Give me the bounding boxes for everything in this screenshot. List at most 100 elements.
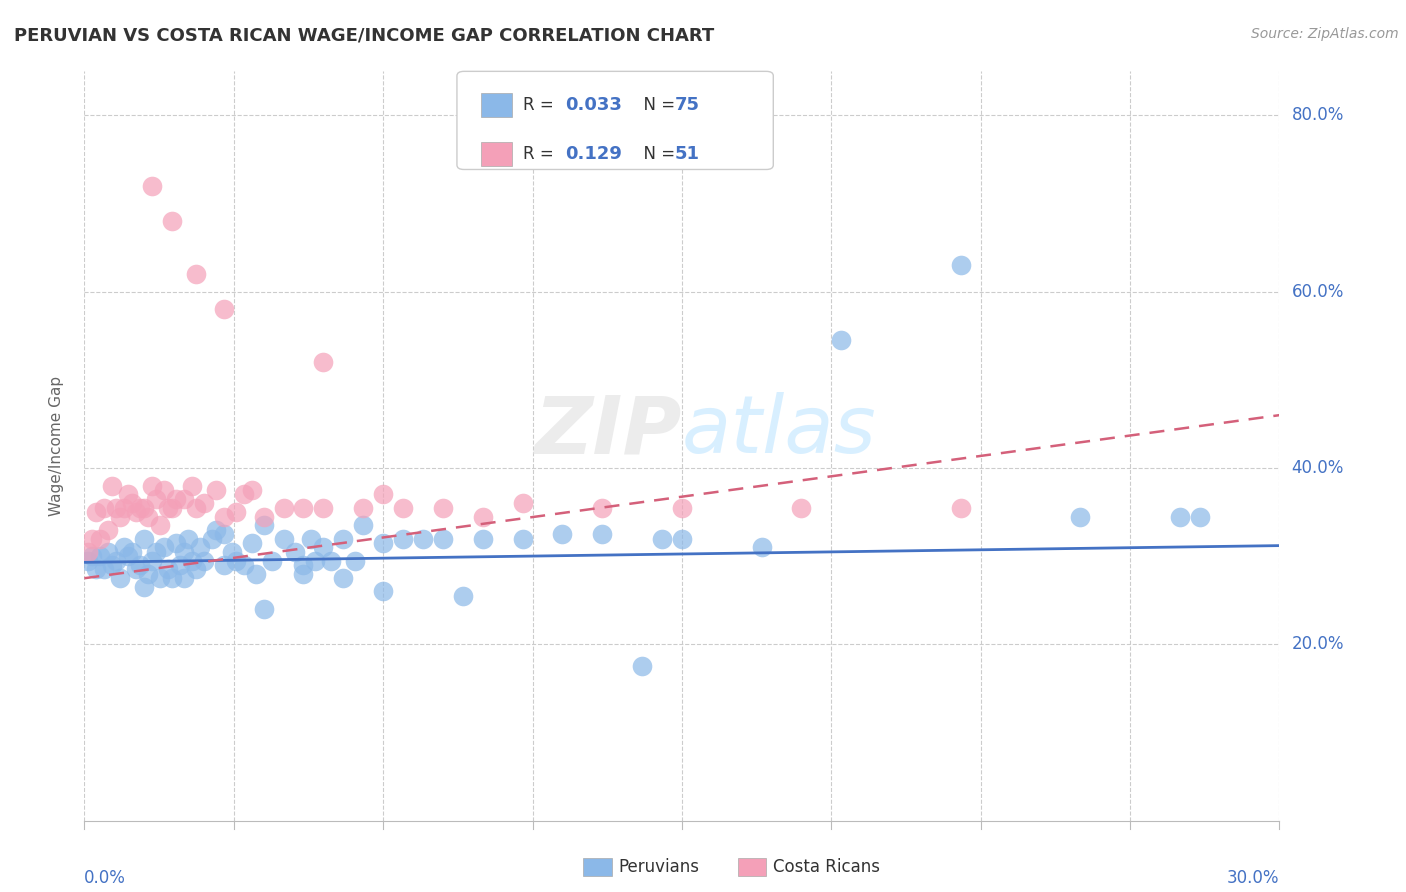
Point (136, 509, 159, 524)
Text: 20.0%: 20.0% (1292, 635, 1344, 653)
Y-axis label: Wage/Income Gap: Wage/Income Gap (49, 376, 63, 516)
Point (132, 532, 156, 546)
Point (153, 483, 176, 497)
Text: R =: R = (523, 145, 560, 163)
Point (225, 505, 247, 519)
Text: 30.0%: 30.0% (1227, 869, 1279, 888)
Point (232, 558, 254, 572)
Text: 75: 75 (675, 96, 700, 114)
Text: 51: 51 (675, 145, 700, 163)
Point (321, 553, 343, 567)
Point (193, 553, 215, 567)
Point (105, 500, 128, 515)
Point (77, 545, 100, 559)
Point (157, 562, 180, 576)
Point (591, 527, 613, 541)
Point (373, 536, 395, 550)
Point (173, 571, 195, 585)
Point (86, 505, 108, 519)
Point (117, 549, 139, 564)
Point (89, 549, 111, 564)
Point (97, 545, 120, 559)
Point (260, 553, 283, 567)
Point (232, 487, 254, 501)
Point (212, 527, 235, 541)
Point (93, 500, 115, 515)
Point (82, 532, 104, 546)
Point (169, 558, 191, 572)
Point (101, 558, 124, 572)
Point (132, 580, 156, 594)
Point (193, 496, 215, 510)
Text: PERUVIAN VS COSTA RICAN WAGE/INCOME GAP CORRELATION CHART: PERUVIAN VS COSTA RICAN WAGE/INCOME GAP … (14, 27, 714, 45)
Point (212, 302, 235, 317)
Point (471, 509, 494, 524)
Point (392, 532, 415, 546)
Point (181, 478, 204, 492)
Point (551, 527, 574, 541)
Point (93, 562, 115, 576)
Point (145, 545, 167, 559)
Point (1168, 509, 1191, 524)
Point (165, 491, 187, 506)
Point (240, 483, 263, 497)
Point (301, 532, 323, 546)
Point (373, 487, 395, 501)
Point (121, 545, 143, 559)
Point (949, 258, 972, 272)
Point (205, 483, 228, 497)
Point (432, 532, 454, 546)
Point (332, 532, 354, 546)
Point (160, 571, 183, 585)
Point (221, 545, 243, 559)
Point (125, 562, 148, 576)
Point (591, 500, 613, 515)
Point (112, 500, 135, 515)
Point (77, 553, 100, 567)
Point (312, 541, 335, 555)
Point (165, 536, 187, 550)
Point (89, 532, 111, 546)
Text: Costa Ricans: Costa Ricans (773, 858, 880, 876)
Point (112, 541, 135, 555)
Point (149, 518, 172, 533)
Point (332, 571, 354, 585)
Point (312, 355, 335, 369)
Point (225, 553, 247, 567)
Text: atlas: atlas (682, 392, 877, 470)
Text: 0.033: 0.033 (565, 96, 621, 114)
Text: Peruvians: Peruvians (619, 858, 700, 876)
Point (344, 553, 367, 567)
Point (110, 571, 132, 585)
Point (240, 536, 263, 550)
Point (273, 500, 295, 515)
Point (253, 602, 276, 616)
Point (121, 496, 143, 510)
Point (110, 509, 132, 524)
Point (373, 584, 395, 599)
Point (177, 532, 200, 546)
Point (631, 659, 654, 673)
Point (184, 562, 207, 576)
Text: N =: N = (633, 145, 681, 163)
Point (181, 553, 204, 567)
Point (245, 566, 267, 581)
Point (212, 558, 235, 572)
Point (451, 589, 474, 603)
Point (352, 500, 374, 515)
Text: 0.129: 0.129 (565, 145, 621, 163)
Point (205, 523, 228, 537)
Point (125, 505, 148, 519)
Point (86, 562, 108, 576)
Point (157, 500, 180, 515)
Point (97, 523, 120, 537)
Point (160, 214, 183, 228)
Point (145, 491, 167, 506)
Point (141, 553, 163, 567)
Point (284, 545, 307, 559)
Point (117, 487, 139, 501)
Point (141, 178, 163, 193)
Point (304, 553, 326, 567)
Point (292, 566, 315, 581)
Point (830, 333, 852, 347)
